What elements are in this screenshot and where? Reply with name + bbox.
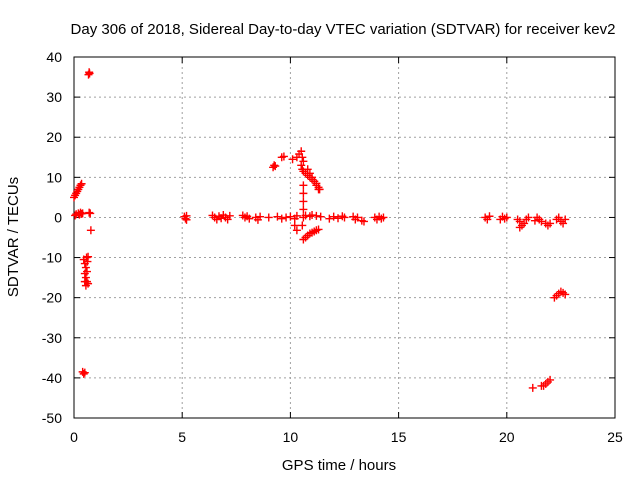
data-point xyxy=(80,370,88,378)
data-point xyxy=(334,214,342,222)
y-tick-label: 10 xyxy=(46,169,62,185)
y-tick-label: 20 xyxy=(46,129,62,145)
data-point xyxy=(317,213,325,221)
data-point xyxy=(289,155,297,163)
data-point xyxy=(273,213,281,221)
grid-layer xyxy=(74,57,615,418)
data-point xyxy=(286,213,294,221)
data-point xyxy=(299,181,307,189)
y-tick-label: 0 xyxy=(54,209,62,225)
y-tick-label: -30 xyxy=(42,330,62,346)
x-tick-label: 25 xyxy=(607,429,623,445)
y-tick-label: 40 xyxy=(46,49,62,65)
data-point xyxy=(330,213,338,221)
x-tick-label: 0 xyxy=(70,429,78,445)
data-point xyxy=(86,69,94,77)
data-point xyxy=(87,226,95,234)
data-point xyxy=(312,212,320,220)
chart-title: Day 306 of 2018, Sidereal Day-to-day VTE… xyxy=(71,21,616,38)
data-point xyxy=(82,264,90,272)
y-tick-label: -20 xyxy=(42,290,62,306)
data-point xyxy=(325,215,333,223)
y-tick-label: -10 xyxy=(42,250,62,266)
data-point xyxy=(265,213,273,221)
y-axis-label: SDTVAR / TECUs xyxy=(5,177,22,297)
data-point xyxy=(86,209,94,217)
y-tick-label: -40 xyxy=(42,370,62,386)
data-point xyxy=(298,221,306,229)
data-point xyxy=(278,215,286,223)
tick-label-layer: 0 5 10 15 20 25 40 30 20 10 0 -10 -20 -30 -40 -50 xyxy=(42,49,623,445)
plot-frame xyxy=(74,57,615,418)
data-point xyxy=(282,213,290,221)
x-axis-label: GPS time / hours xyxy=(282,457,396,474)
data-points xyxy=(70,68,569,392)
data-point xyxy=(270,161,278,169)
data-point xyxy=(529,384,537,392)
x-tick-label: 5 xyxy=(178,429,186,445)
data-point xyxy=(299,197,307,205)
data-point xyxy=(85,209,93,217)
y-tick-label: 30 xyxy=(46,89,62,105)
x-tick-label: 20 xyxy=(499,429,515,445)
data-point xyxy=(299,189,307,197)
x-tick-label: 15 xyxy=(391,429,407,445)
tick-layer xyxy=(74,57,615,418)
x-tick-label: 10 xyxy=(283,429,299,445)
sdtvar-chart: 0 5 10 15 20 25 40 30 20 10 0 -10 -20 -30 -40 -50 Day 3… xyxy=(0,0,640,480)
y-tick-label: -50 xyxy=(42,410,62,426)
